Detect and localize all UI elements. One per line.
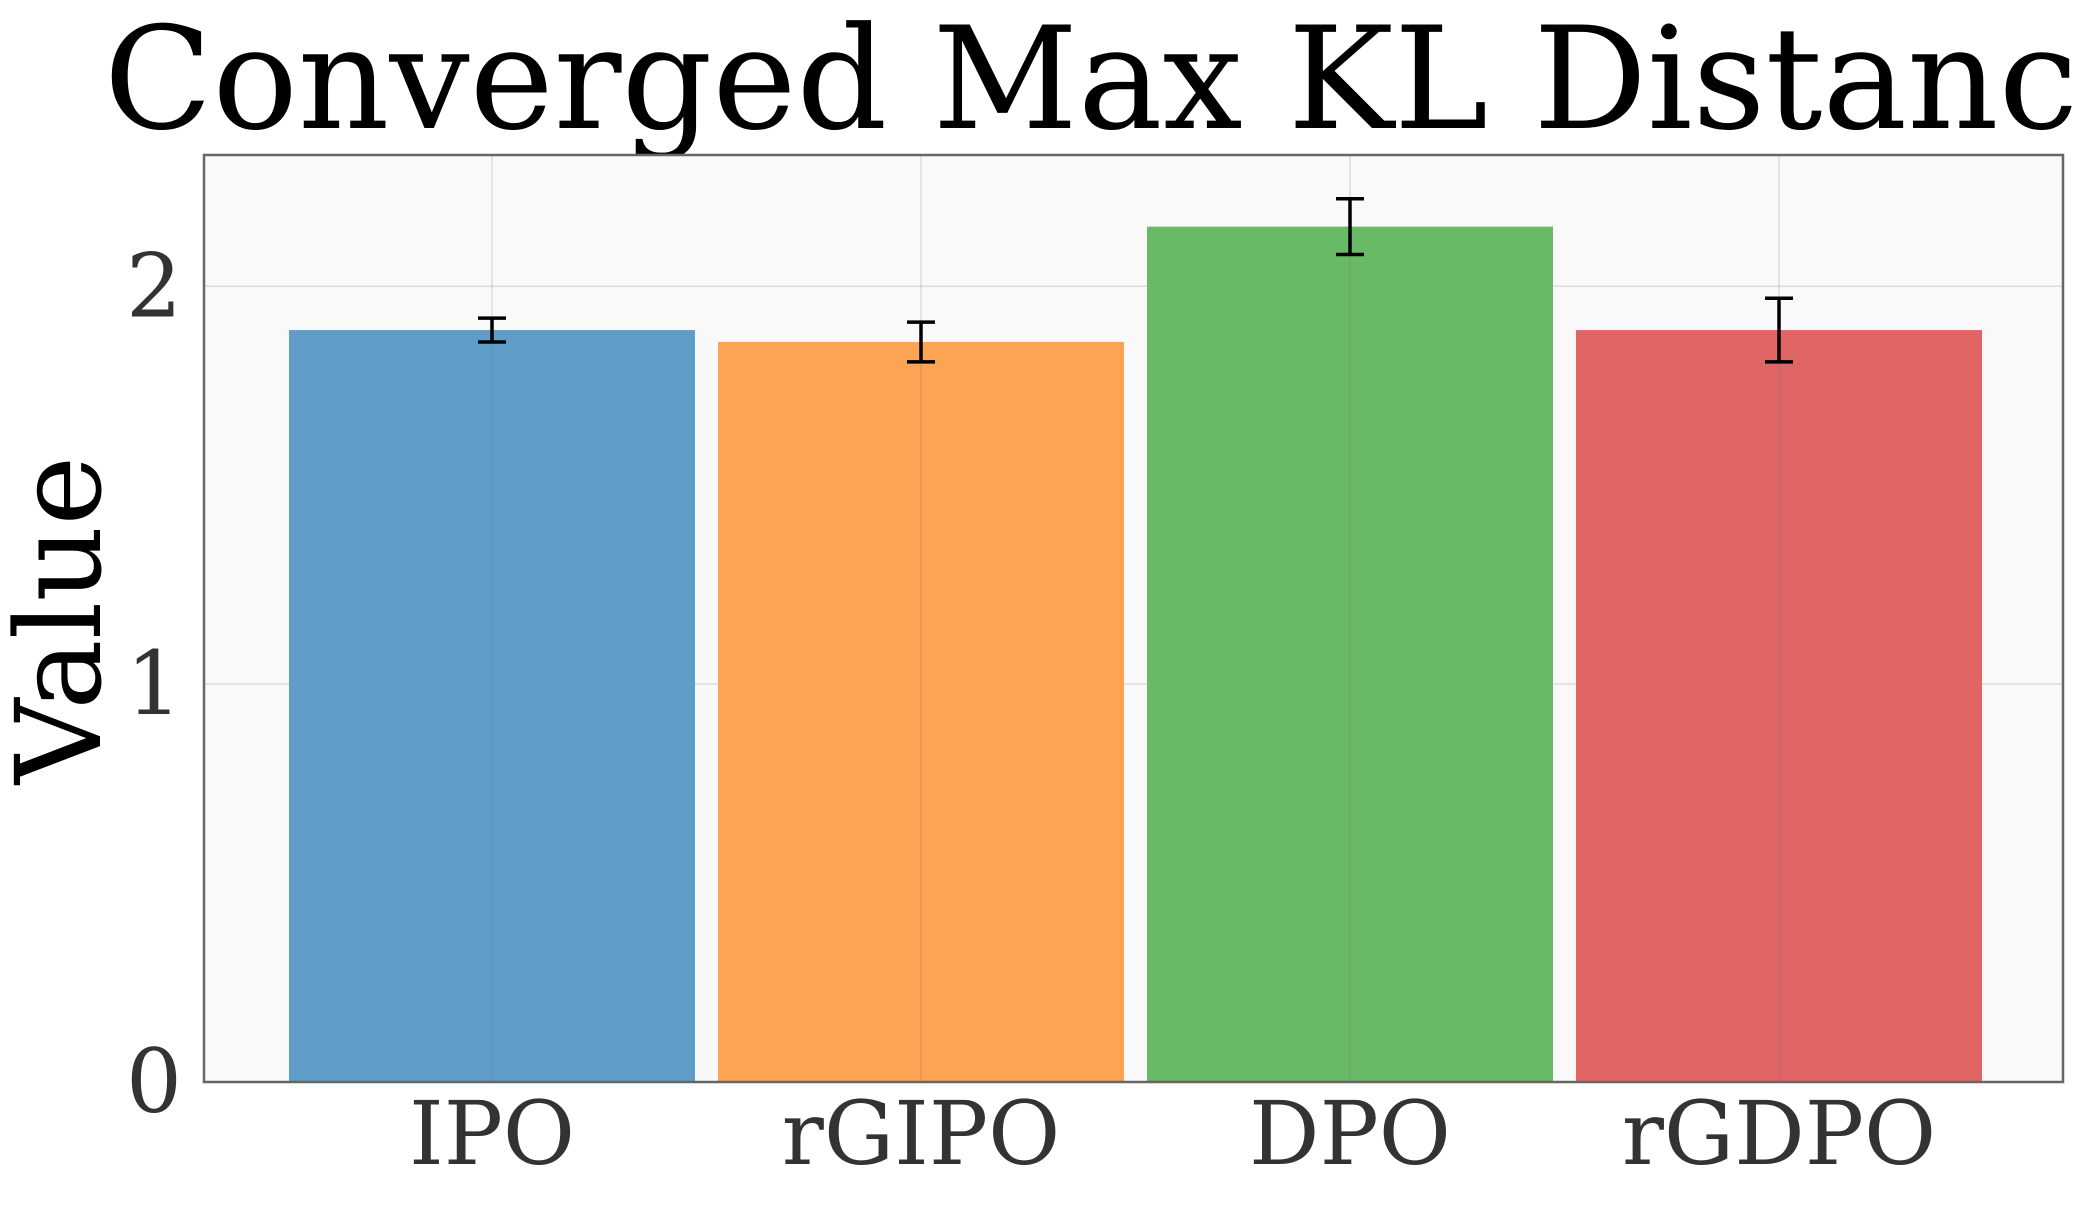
bar-dpo (1147, 226, 1553, 1082)
y-tick-label-1: 1 (126, 632, 182, 735)
error-bar-rgipo (907, 320, 935, 364)
plot-area: 0 1 2 IPO rGIPO DPO rGDPO (126, 153, 2065, 1185)
bar-rgdpo (1576, 330, 1982, 1082)
error-bar-ipo (478, 316, 506, 344)
bar-ipo (289, 330, 695, 1082)
y-tick-label-0: 0 (126, 1030, 182, 1133)
x-tick-label-rgdpo: rGDPO (1622, 1082, 1936, 1185)
chart-title: Converged Max KL Distance (104, 0, 2082, 162)
x-tick-label-rgipo: rGIPO (782, 1082, 1060, 1185)
plot-frame (202, 153, 2065, 1084)
bar-rgipo (718, 341, 1124, 1082)
x-tick-label-ipo: IPO (409, 1082, 575, 1185)
y-axis-label: Value (0, 456, 128, 786)
x-tick-label-dpo: DPO (1249, 1082, 1451, 1185)
error-bar-rgdpo (1765, 296, 1793, 364)
y-tick-label-2: 2 (126, 234, 182, 337)
error-bar-dpo (1336, 197, 1364, 257)
